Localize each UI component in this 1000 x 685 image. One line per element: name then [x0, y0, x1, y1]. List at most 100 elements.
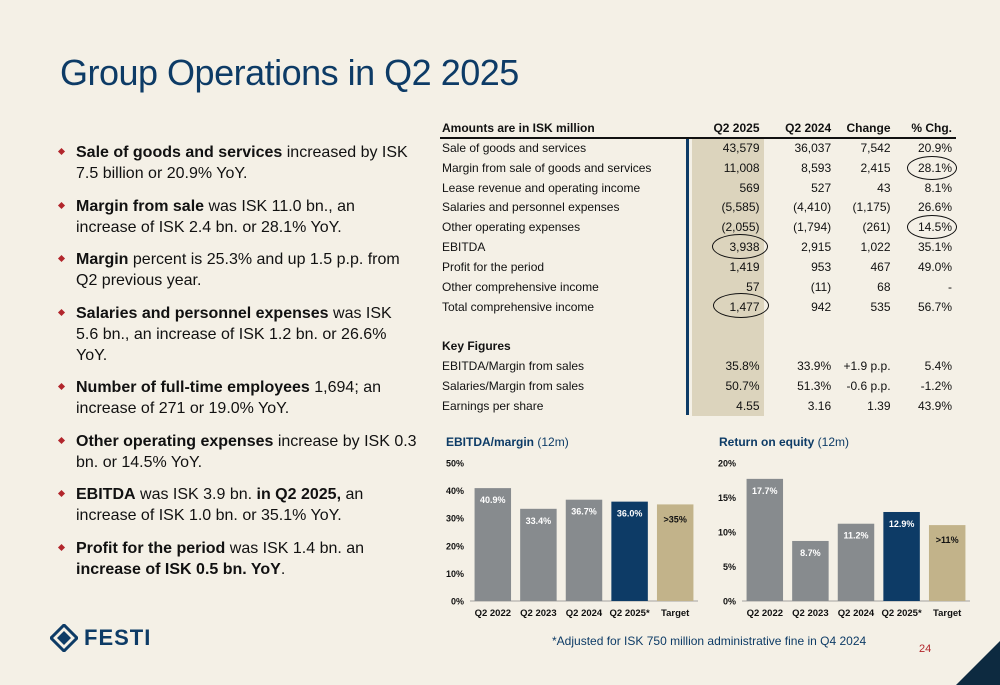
table-cell: -: [948, 279, 952, 294]
bar: [928, 525, 966, 601]
bar: [565, 499, 603, 601]
bar-value-label: >11%: [936, 535, 959, 545]
festi-logo-icon: [50, 624, 78, 652]
bullet-text: was ISK 5.6 bn., an increase of ISK 1.2 …: [76, 304, 392, 364]
x-tick-label: Q2 2023: [792, 608, 828, 619]
table-row: Salaries and personnel expenses (5,585) (4…: [440, 197, 956, 218]
table-header: Q2 2024: [763, 118, 836, 139]
bullet-diamond-icon: [57, 147, 66, 156]
table-cell: (261): [862, 220, 891, 235]
bullet-text: 1,694; an increase of 271 or 19.0% YoY.: [76, 379, 381, 417]
bullet-bold: Margin from sale: [76, 197, 205, 215]
table-cell: 33.9%: [797, 359, 832, 374]
x-tick-label: Q2 2023: [520, 608, 556, 619]
table-divider-line: [686, 139, 689, 415]
table-cell: [440, 317, 692, 337]
table-cell: 50.7%: [691, 376, 764, 396]
spacer-row: [440, 316, 956, 337]
table-cell: 5.4%: [924, 359, 952, 374]
highlight-circle: [713, 293, 769, 318]
row-label: Earnings per share: [442, 398, 544, 413]
table-row: Margin from sale of goods and services 11…: [440, 157, 956, 178]
table-cell: 1,419: [691, 257, 764, 277]
table-cell: 2,915: [801, 240, 832, 255]
bar: [611, 501, 648, 601]
bar: [883, 511, 920, 601]
table-row: Salaries/Margin from sales 50.7% 51.3% -0.6…: [440, 376, 956, 396]
bullet-bold: Salaries and personnel expenses: [76, 304, 329, 322]
bullet-bold: Profit for the period: [76, 539, 226, 557]
table-cell: 36,037: [794, 141, 832, 156]
footnote: *Adjusted for ISK 750 million administra…: [552, 634, 867, 648]
y-tick-label: 40%: [446, 486, 464, 496]
table-cell: [764, 317, 836, 337]
table-cell: 953: [811, 259, 832, 274]
row-label: Other comprehensive income: [442, 279, 599, 294]
bar-value-label: 40.9%: [480, 495, 506, 505]
table-cell: 467: [870, 259, 891, 274]
bullet-diamond-icon: [57, 489, 66, 498]
table-cell: (1,794): [793, 220, 832, 235]
y-tick-label: 10%: [718, 528, 736, 538]
bar-value-label: 36.7%: [571, 507, 597, 517]
bullet-item: Margin percent is 25.3% and up 1.5 p.p. …: [57, 249, 418, 291]
chart-title-ebitda: EBITDA/margin (12m): [446, 435, 569, 449]
x-tick-label: Q2 2024: [838, 608, 875, 619]
bar: [520, 508, 557, 601]
ebitda-margin-chart: 0% 10% 20% 30% 40% 50% 40.9% Q2 2022 33.4% Q2 202…: [446, 459, 698, 619]
table-cell: 11,008: [691, 157, 764, 178]
bullet-item: Sale of goods and services increased by …: [57, 142, 418, 184]
bar-value-label: >35%: [664, 514, 687, 524]
table-cell: 527: [811, 180, 832, 195]
table-cell: 26.6%: [917, 200, 952, 215]
return-on-equity-chart: 0% 5% 10% 15% 20% 17.7% Q2 2022 8.7% Q2 2023 11.2…: [718, 459, 970, 619]
row-label: Lease revenue and operating income: [442, 180, 641, 195]
bullet-diamond-icon: [57, 201, 66, 209]
bar-value-label: 12.9%: [889, 519, 915, 529]
table-cell: (2,055): [691, 217, 764, 238]
y-tick-label: 50%: [446, 459, 464, 469]
bar: [474, 488, 512, 601]
row-label: Other operating expenses: [442, 220, 581, 235]
y-tick-label: 30%: [446, 514, 464, 524]
bar-value-label: 11.2%: [843, 531, 868, 541]
table-row: Earnings per share 4.55 3.16 1.39 43.9%: [440, 395, 956, 416]
table-header: Change: [835, 118, 895, 139]
table-cell: -1.2%: [920, 379, 952, 394]
table-cell: [691, 336, 764, 357]
table-cell: +1.9 p.p.: [843, 359, 891, 374]
row-label: Salaries and personnel expenses: [442, 200, 620, 215]
page-number: 24: [919, 643, 932, 655]
bullet-text: an increase of ISK 1.0 bn. or 35.1% YoY.: [76, 486, 364, 524]
table-cell: -0.6 p.p.: [846, 379, 891, 394]
row-label: Total comprehensive income: [442, 299, 595, 314]
x-tick-label: Q2 2022: [747, 608, 783, 619]
y-tick-label: 15%: [718, 493, 736, 503]
x-tick-label: Q2 2024: [566, 608, 603, 619]
row-label: Profit for the period: [442, 259, 545, 274]
table-cell: [764, 336, 836, 356]
key-figures-header: Key Figures: [440, 336, 956, 357]
bullet-text: was ISK 11.0 bn., an increase of ISK 2.4…: [76, 197, 355, 236]
bar-value-label: 8.7%: [800, 548, 821, 558]
bullet-text: increase by ISK 0.3 bn. or 14.5% YoY.: [76, 432, 417, 471]
table-header: Amounts are in ISK million: [440, 118, 692, 139]
table-cell: 56.7%: [917, 299, 952, 314]
row-label: Margin from sale of goods and services: [442, 160, 652, 175]
bullet-diamond-icon: [57, 382, 66, 391]
table-cell: 535: [870, 299, 891, 314]
y-tick-label: 0%: [451, 597, 464, 607]
table-cell: 43.9%: [917, 398, 952, 413]
bullet-item: Other operating expenses increase by ISK…: [57, 431, 418, 473]
bar: [656, 504, 694, 601]
table-cell: (5,585): [691, 197, 764, 218]
table-cell: 35.8%: [691, 356, 764, 377]
table-row: Other comprehensive income 57 (11) 68 -: [440, 276, 956, 297]
bullet-text: .: [280, 560, 286, 578]
table-header: % Chg.: [894, 118, 956, 139]
table-header-row: Amounts are in ISK million Q2 2025 Q2 20…: [440, 118, 956, 139]
bar-value-label: 36.0%: [617, 509, 643, 519]
slide-title: Group Operations in Q2 2025: [60, 52, 519, 93]
row-label: Salaries/Margin from sales: [442, 379, 585, 394]
